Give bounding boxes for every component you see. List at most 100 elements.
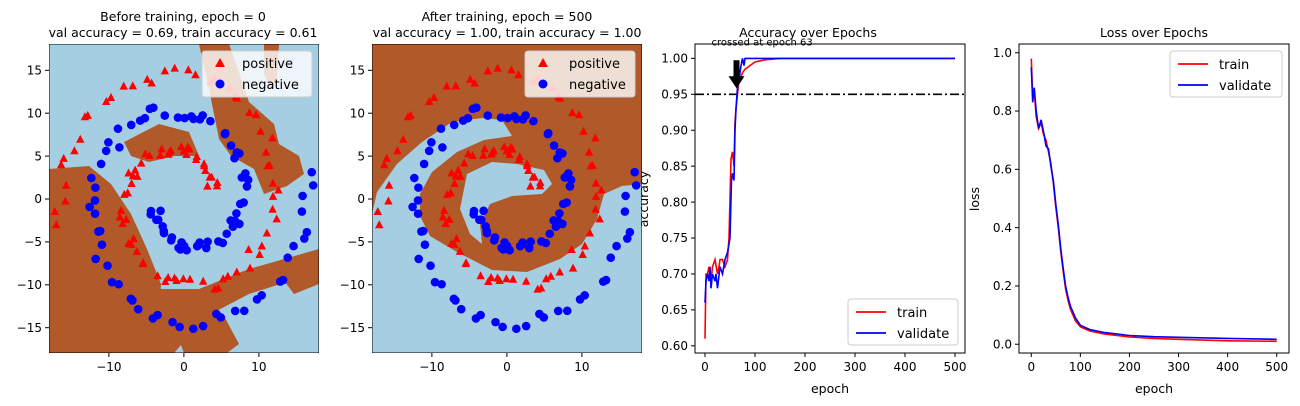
circle-marker-icon <box>538 79 548 89</box>
negative-point <box>180 113 189 123</box>
positive-point <box>461 259 470 268</box>
panel2-ticks: −10 0 10 15 10 5 0 −5 −10 −15 <box>340 64 590 375</box>
panel1-ytick: 0 <box>34 192 42 206</box>
negative-point <box>503 113 512 123</box>
negative-point <box>235 149 244 158</box>
positive-point <box>200 161 209 170</box>
panel-before-training: Before training, epoch = 0 val accuracy … <box>17 9 319 374</box>
y-tick-label: 0.60 <box>661 339 688 353</box>
positive-point <box>530 172 539 181</box>
panel1-ytick: 10 <box>27 106 42 120</box>
negative-point <box>564 169 573 178</box>
positive-point <box>464 149 473 158</box>
positive-point <box>213 283 223 292</box>
positive-point <box>170 63 179 72</box>
positive-point <box>373 207 383 216</box>
negative-point <box>135 116 145 125</box>
loss-ticks: 0 100 200 300 400 500 1.0 0.8 0.6 0.4 0.2 0.0 <box>993 46 1288 374</box>
negative-point <box>133 304 143 314</box>
y-tick-label: 0.6 <box>993 163 1012 177</box>
panel2-xtick: −10 <box>419 360 444 374</box>
negative-point <box>216 313 226 322</box>
series-line-validate <box>704 57 955 303</box>
positive-point <box>256 126 265 135</box>
negative-point <box>85 202 94 212</box>
panel1-legend-negative: negative <box>242 78 299 93</box>
negative-point <box>580 291 589 300</box>
negative-point <box>476 310 485 320</box>
negative-point <box>414 254 423 264</box>
panel2-ytick: 0 <box>357 192 365 206</box>
positive-point <box>508 274 518 283</box>
x-tick-label: 200 <box>1118 360 1141 374</box>
positive-point <box>443 189 452 198</box>
negative-point <box>512 324 521 334</box>
negative-point <box>555 209 564 218</box>
negative-point <box>90 209 100 219</box>
accuracy-legend-train: train <box>897 306 927 321</box>
x-tick-label: 400 <box>1216 360 1239 374</box>
positive-point <box>591 133 600 142</box>
positive-point <box>61 196 70 205</box>
panel2-negative-region <box>372 118 642 353</box>
loss-ylabel: loss <box>967 187 982 211</box>
positive-point <box>268 178 278 187</box>
positive-point <box>244 245 253 254</box>
negative-point <box>515 241 525 251</box>
positive-point <box>179 274 188 283</box>
negative-point <box>498 322 507 332</box>
negative-point <box>126 120 136 130</box>
positive-point <box>118 218 127 227</box>
negative-point <box>525 243 534 253</box>
positive-point <box>137 158 146 167</box>
negative-point <box>418 226 428 236</box>
negative-point <box>468 104 478 114</box>
accuracy-ylabel: accuracy <box>636 170 651 227</box>
panel2-ytick: 10 <box>350 106 365 120</box>
panel1-ticks: −10 0 10 15 10 5 0 −5 −10 −15 <box>17 64 267 375</box>
positive-point <box>526 181 535 190</box>
x-tick-label: 500 <box>944 360 967 374</box>
positive-point <box>579 126 588 135</box>
panel2-ytick: 5 <box>357 149 365 163</box>
panel1-xtick: −10 <box>96 360 121 374</box>
y-tick-label: 0.90 <box>661 123 688 137</box>
panel1-ytick: 15 <box>27 64 42 78</box>
loss-title: Loss over Epochs <box>1100 25 1208 40</box>
positive-point <box>156 150 165 159</box>
x-tick-label: 100 <box>1069 360 1092 374</box>
panel-after-training: After training, epoch = 500 val accuracy… <box>340 9 642 374</box>
negative-point <box>430 277 440 287</box>
negative-point <box>426 261 435 270</box>
positive-point <box>502 274 511 283</box>
negative-point <box>203 237 212 246</box>
negative-point <box>232 209 241 218</box>
negative-point <box>87 173 96 183</box>
positive-point <box>595 214 604 223</box>
positive-point <box>379 160 389 169</box>
positive-point <box>268 204 277 213</box>
positive-point <box>268 191 278 200</box>
triangle-marker-icon <box>215 58 225 67</box>
negative-point <box>526 237 535 246</box>
panel1-ytick: −10 <box>17 278 42 292</box>
negative-point <box>505 245 515 255</box>
positive-point <box>451 171 461 180</box>
panel2-legend-positive: positive <box>569 57 620 72</box>
positive-point <box>179 146 189 155</box>
negative-point <box>104 138 113 147</box>
positive-point <box>203 181 212 190</box>
negative-point <box>283 253 293 262</box>
positive-point <box>191 154 201 163</box>
negative-point <box>307 167 317 177</box>
negative-point <box>562 198 571 207</box>
loss-legend-validate: validate <box>1219 79 1271 94</box>
positive-point <box>56 160 66 169</box>
panel2-ytick: 15 <box>350 64 365 78</box>
negative-point <box>90 196 100 205</box>
negative-point <box>91 254 100 264</box>
negative-point <box>239 198 248 207</box>
accuracy-legend-validate: validate <box>897 327 949 342</box>
positive-point <box>245 108 254 117</box>
negative-point <box>153 310 162 320</box>
